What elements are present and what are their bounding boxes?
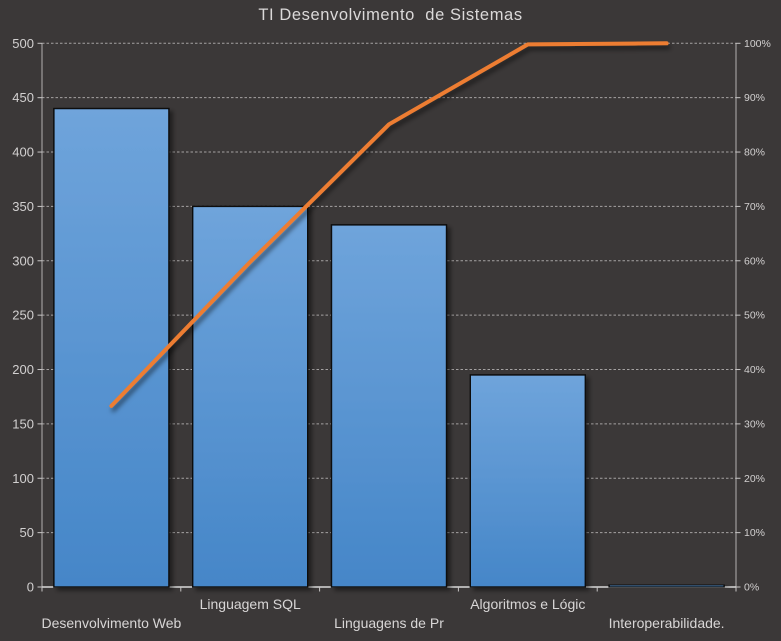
left-axis-tick-label: 0 [27, 580, 34, 595]
bar [53, 107, 170, 588]
cumulative-line-series [109, 41, 669, 408]
left-axis-tick-label: 50 [20, 525, 34, 540]
bar [469, 374, 586, 588]
right-axis-tick-label: 50% [744, 310, 765, 322]
right-axis-tick-label: 30% [744, 418, 765, 430]
bar [608, 584, 725, 588]
category-label: Desenvolvimento Web [41, 615, 181, 631]
category-label: Interoperabilidade. [609, 615, 725, 631]
bar [330, 224, 448, 588]
left-axis-tick-label: 350 [12, 199, 34, 214]
left-axis-tick-label: 500 [12, 36, 34, 51]
right-axis-tick-label: 100% [744, 38, 771, 50]
chart-title: TI Desenvolvimento de Sistemas [258, 6, 523, 24]
right-axis-tick-label: 0% [744, 582, 759, 594]
left-axis-tick-label: 200 [12, 362, 34, 377]
left-axis-tick-label: 450 [12, 90, 34, 105]
left-axis-tick-label: 400 [12, 145, 34, 160]
category-label: Linguagens de Pr [334, 615, 444, 631]
right-axis-tick-label: 80% [744, 147, 765, 159]
bar-series [53, 107, 725, 588]
left-axis-tick-label: 100 [12, 471, 34, 486]
bar [191, 205, 309, 588]
right-axis-tick-label: 60% [744, 255, 765, 267]
left-axis-tick-label: 150 [12, 416, 34, 431]
category-label: Linguagem SQL [200, 596, 301, 612]
category-label: Algoritmos e Lógic [470, 596, 585, 612]
right-axis-tick-label: 90% [744, 92, 765, 104]
axis-labels: 500450400350300250200150100500100%90%80%… [12, 36, 771, 631]
left-axis-tick-label: 300 [12, 253, 34, 268]
right-axis-tick-label: 10% [744, 527, 765, 539]
right-axis-tick-label: 20% [744, 473, 765, 485]
cumulative-line [109, 41, 669, 408]
right-axis-tick-label: 70% [744, 201, 765, 213]
right-axis-tick-label: 40% [744, 364, 765, 376]
left-axis-tick-label: 250 [12, 308, 34, 323]
